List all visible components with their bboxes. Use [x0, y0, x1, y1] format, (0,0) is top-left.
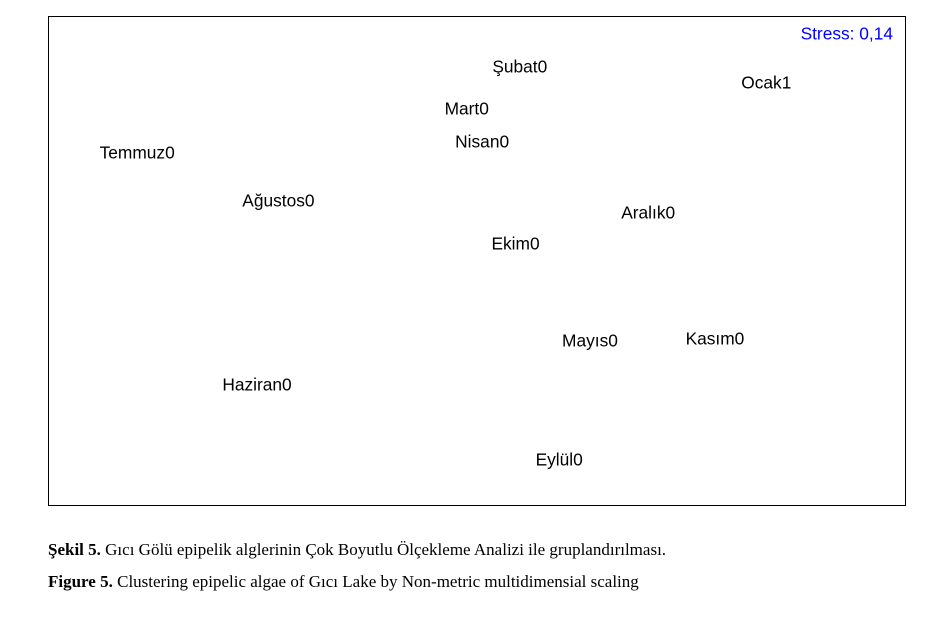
caption-en: Figure 5. Clustering epipelic algae of G…: [48, 566, 912, 598]
nmds-point: Eylül0: [536, 450, 583, 471]
nmds-point: Nisan0: [455, 132, 509, 153]
nmds-point: Haziran0: [222, 375, 291, 396]
nmds-point: Temmuz0: [100, 142, 175, 163]
nmds-point: Aralık0: [621, 203, 675, 224]
caption-en-lead: Figure 5.: [48, 572, 113, 591]
nmds-point: Ağustos0: [242, 191, 314, 212]
captions: Şekil 5. Gıcı Gölü epipelik alglerinin Ç…: [48, 534, 912, 599]
caption-tr-rest: Gıcı Gölü epipelik alglerinin Çok Boyutl…: [101, 540, 666, 559]
nmds-plot: Stress: 0,14 Şubat0 Ocak1 Mart0 Nisan0 Temmuz…: [48, 16, 906, 506]
stress-label: Stress: 0,14: [801, 23, 893, 44]
caption-en-rest: Clustering epipelic algae of Gıcı Lake b…: [113, 572, 639, 591]
figure-wrap: Stress: 0,14 Şubat0 Ocak1 Mart0 Nisan0 Temmuz…: [0, 0, 940, 638]
nmds-point: Ocak1: [741, 72, 791, 93]
nmds-point: Ekim0: [491, 233, 539, 254]
nmds-point: Mayıs0: [562, 330, 618, 351]
nmds-point: Kasım0: [686, 329, 745, 350]
caption-tr: Şekil 5. Gıcı Gölü epipelik alglerinin Ç…: [48, 534, 912, 566]
caption-tr-lead: Şekil 5.: [48, 540, 101, 559]
nmds-point: Mart0: [445, 98, 489, 119]
nmds-point: Şubat0: [492, 57, 547, 78]
